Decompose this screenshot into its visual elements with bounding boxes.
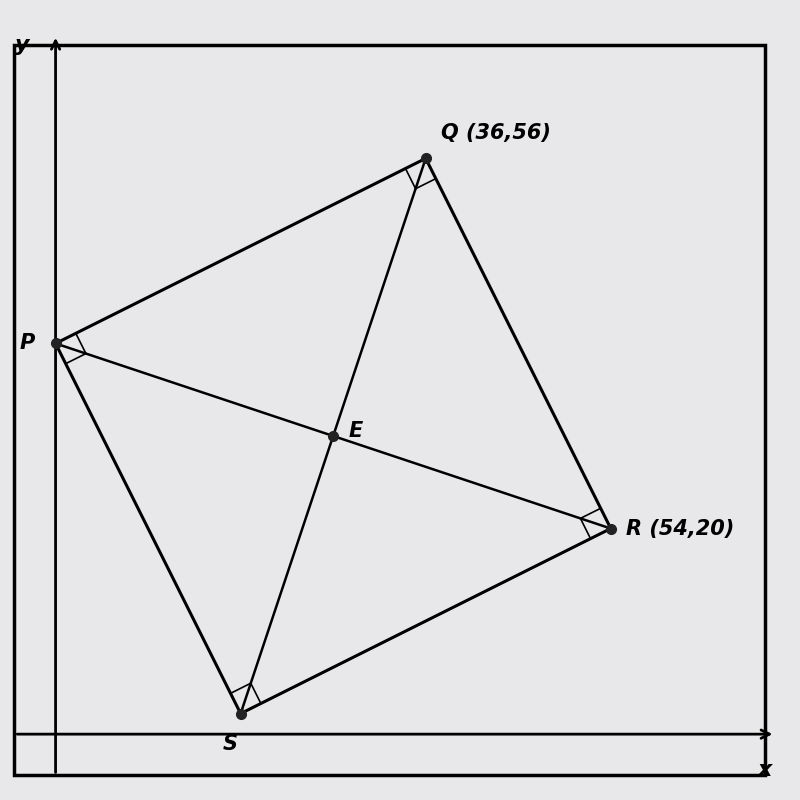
- Text: E: E: [349, 421, 363, 441]
- Text: x: x: [758, 760, 772, 780]
- Text: R (54,20): R (54,20): [626, 518, 734, 538]
- Text: S: S: [223, 734, 238, 754]
- Text: P: P: [20, 334, 35, 354]
- Text: Q (36,56): Q (36,56): [441, 123, 551, 143]
- Text: y: y: [15, 35, 30, 55]
